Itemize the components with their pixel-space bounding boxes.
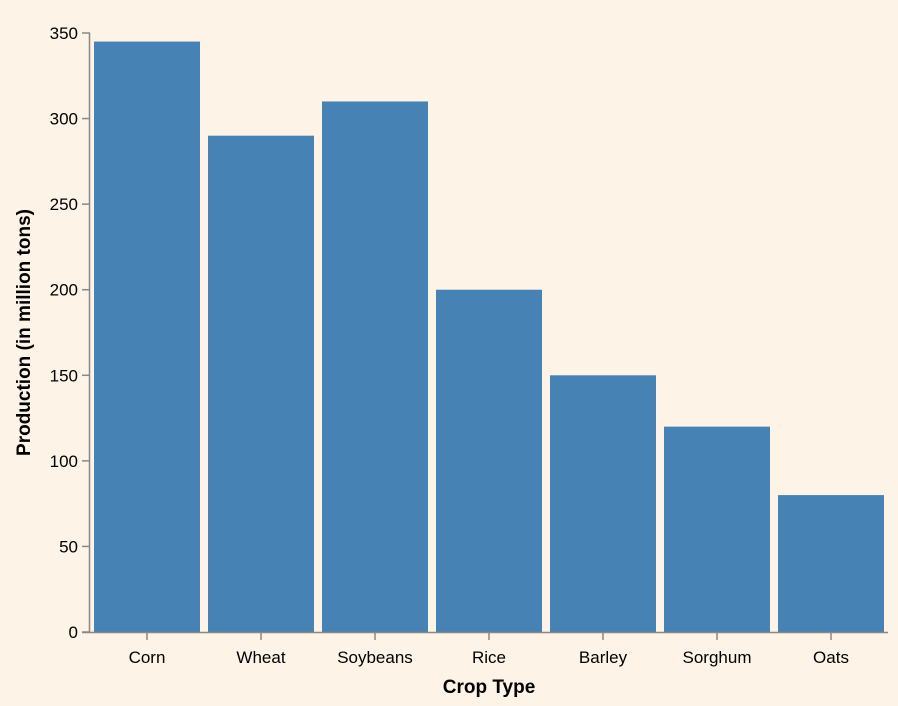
x-tick-label-rice: Rice: [472, 648, 506, 667]
y-tick-label: 250: [50, 195, 78, 214]
x-tick-label-barley: Barley: [579, 648, 628, 667]
x-axis: Corn Wheat Soybeans Rice Barley Sorghum Oats: [82, 631, 888, 667]
bars-group: [94, 41, 884, 633]
x-tick-label-soybeans: Soybeans: [337, 648, 413, 667]
x-tick-label-corn: Corn: [129, 648, 166, 667]
y-tick-label: 150: [50, 366, 78, 385]
y-tick-label: 100: [50, 452, 78, 471]
x-tick-label-wheat: Wheat: [236, 648, 285, 667]
bar-soybeans: [322, 101, 428, 632]
y-tick-label: 0: [69, 623, 78, 642]
bar-sorghum: [664, 426, 770, 632]
bar-corn: [94, 41, 200, 633]
y-axis: 0 50 100 150 200 250 300 350: [50, 24, 91, 642]
y-tick-label: 350: [50, 24, 78, 43]
x-tick-label-oats: Oats: [813, 648, 849, 667]
x-axis-title: Crop Type: [443, 677, 536, 698]
bar-oats: [778, 495, 884, 632]
y-tick-label: 50: [59, 537, 78, 556]
y-tick-label: 300: [50, 110, 78, 129]
y-axis-title: Production (in million tons): [14, 209, 35, 456]
y-tick-label: 200: [50, 281, 78, 300]
x-tick-label-sorghum: Sorghum: [683, 648, 752, 667]
bar-barley: [550, 375, 656, 632]
bar-rice: [436, 289, 542, 632]
bar-wheat: [208, 135, 314, 632]
